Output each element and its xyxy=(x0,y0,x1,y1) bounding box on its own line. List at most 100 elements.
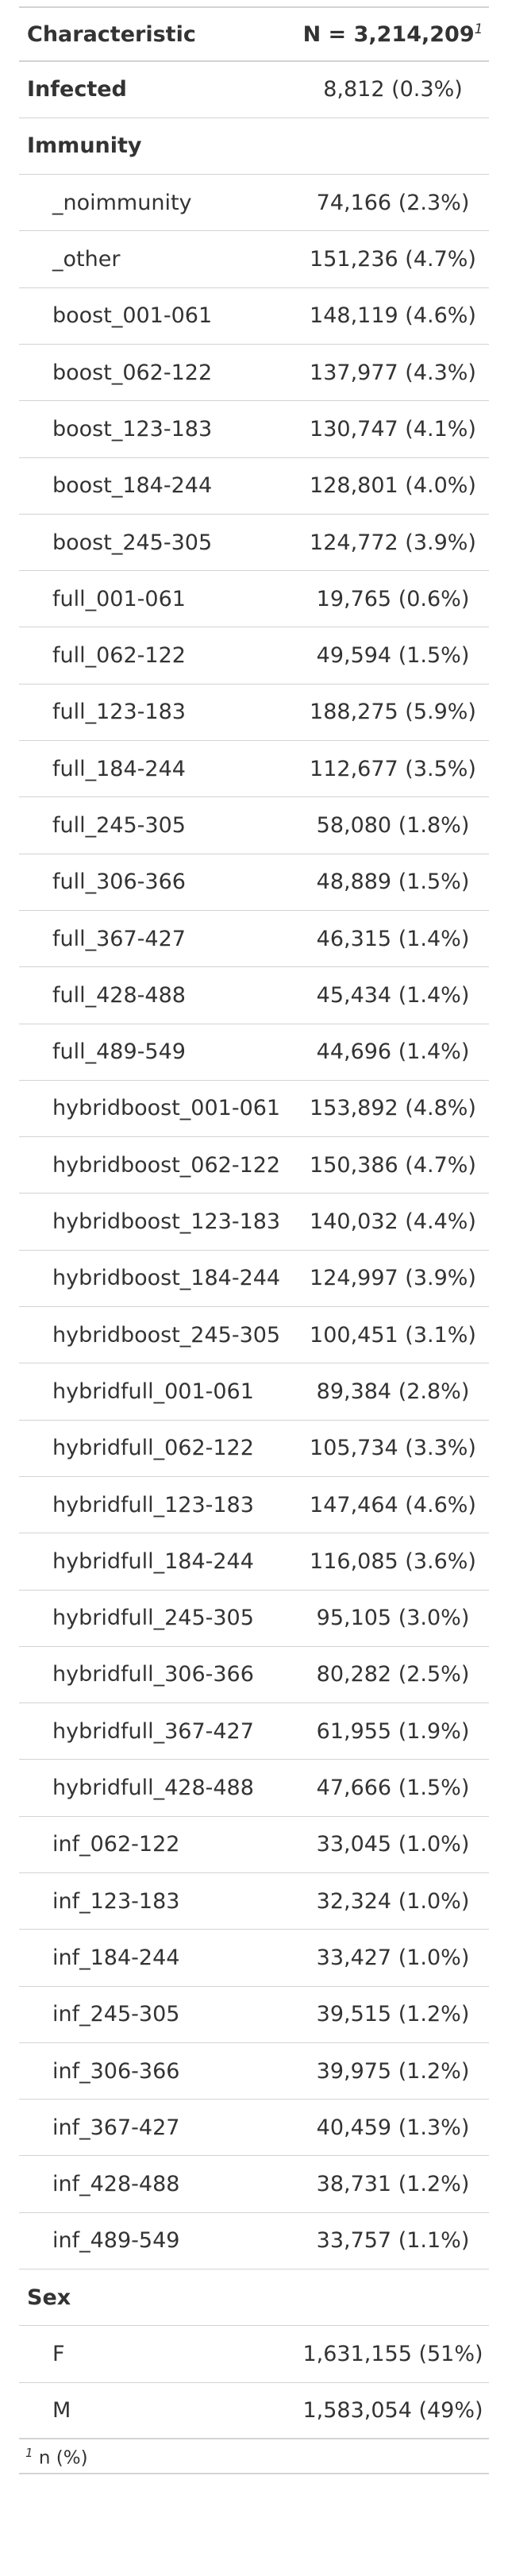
row-label: hybridboost_123-183 xyxy=(52,1209,281,1235)
table-row: boost_184-244 128,801 (4.0%) xyxy=(19,457,489,515)
row-label: hybridfull_062-122 xyxy=(52,1436,254,1461)
table-row: boost_062-122 137,977 (4.3%) xyxy=(19,344,489,401)
table-row: full_062-122 49,594 (1.5%) xyxy=(19,627,489,684)
row-label: hybridfull_001-061 xyxy=(52,1379,254,1404)
n-total-label: N = 3,214,209 xyxy=(302,22,475,47)
table-body: Infected 8,812 (0.3%) Immunity _noimmunity 7… xyxy=(19,61,489,2439)
row-value: 130,747 (4.1%) xyxy=(310,416,476,442)
table-row: boost_123-183 130,747 (4.1%) xyxy=(19,401,489,458)
row-label: Immunity xyxy=(27,133,142,159)
row-value: 153,892 (4.8%) xyxy=(310,1096,476,1121)
row-value: 33,757 (1.1%) xyxy=(316,2228,470,2254)
row-value: 49,594 (1.5%) xyxy=(316,643,470,669)
row-value: 61,955 (1.9%) xyxy=(316,1718,470,1744)
table-footnote: 1 n (%) xyxy=(19,2439,489,2475)
row-label: _noimmunity xyxy=(52,190,192,215)
table-row: inf_306-366 39,975 (1.2%) xyxy=(19,2042,489,2100)
table-row: boost_245-305 124,772 (3.9%) xyxy=(19,514,489,571)
row-value: 140,032 (4.4%) xyxy=(310,1209,476,1235)
table-row: F 1,631,155 (51%) xyxy=(19,2326,489,2383)
table-row: full_489-549 44,696 (1.4%) xyxy=(19,1024,489,1081)
table-row: hybridfull_062-122 105,734 (3.3%) xyxy=(19,1420,489,1477)
row-value: 44,696 (1.4%) xyxy=(316,1039,470,1065)
column-header-n: N = 3,214,2091 xyxy=(297,7,489,61)
row-value: 33,427 (1.0%) xyxy=(316,1945,470,1970)
row-value: 74,166 (2.3%) xyxy=(316,190,470,215)
row-value: 32,324 (1.0%) xyxy=(316,1888,470,1914)
row-label: full_489-549 xyxy=(52,1039,186,1065)
row-value: 45,434 (1.4%) xyxy=(316,982,470,1008)
row-value: 112,677 (3.5%) xyxy=(310,756,476,781)
row-label: inf_184-244 xyxy=(52,1945,180,1970)
table-row: full_306-366 48,889 (1.5%) xyxy=(19,854,489,911)
table-row: inf_245-305 39,515 (1.2%) xyxy=(19,1986,489,2043)
row-value: 58,080 (1.8%) xyxy=(316,813,470,838)
row-label: full_306-366 xyxy=(52,870,186,895)
row-value: 128,801 (4.0%) xyxy=(310,473,476,499)
table-row: hybridboost_184-244 124,997 (3.9%) xyxy=(19,1250,489,1307)
footnote-mark: 1 xyxy=(25,2446,33,2461)
table-row: hybridfull_184-244 116,085 (3.6%) xyxy=(19,1533,489,1591)
row-label: full_367-427 xyxy=(52,926,186,951)
row-value: 188,275 (5.9%) xyxy=(310,700,476,725)
row-label: Sex xyxy=(27,2285,71,2310)
row-label: hybridboost_001-061 xyxy=(52,1096,281,1121)
row-value: 150,386 (4.7%) xyxy=(310,1152,476,1178)
row-label: inf_489-549 xyxy=(52,2228,180,2254)
row-label: hybridboost_245-305 xyxy=(52,1322,281,1348)
table-row: inf_184-244 33,427 (1.0%) xyxy=(19,1930,489,1987)
table-row: hybridboost_062-122 150,386 (4.7%) xyxy=(19,1137,489,1194)
table-row: hybridfull_123-183 147,464 (4.6%) xyxy=(19,1476,489,1533)
row-value: 8,812 (0.3%) xyxy=(323,77,463,102)
row-label: inf_428-488 xyxy=(52,2172,180,2197)
header-row: Characteristic N = 3,214,2091 xyxy=(19,7,489,61)
table-row: hybridfull_367-427 61,955 (1.9%) xyxy=(19,1703,489,1760)
row-value: 46,315 (1.4%) xyxy=(316,926,470,951)
row-label: boost_062-122 xyxy=(52,360,213,385)
table-row: hybridboost_001-061 153,892 (4.8%) xyxy=(19,1080,489,1137)
row-value: 105,734 (3.3%) xyxy=(310,1436,476,1461)
row-label: inf_245-305 xyxy=(52,2002,180,2027)
row-value: 47,666 (1.5%) xyxy=(316,1776,470,1801)
row-value: 95,105 (3.0%) xyxy=(316,1606,470,1631)
table-row: hybridfull_306-366 80,282 (2.5%) xyxy=(19,1646,489,1703)
row-label: hybridboost_062-122 xyxy=(52,1152,281,1178)
row-label: hybridfull_123-183 xyxy=(52,1492,254,1517)
table-header: Characteristic N = 3,214,2091 xyxy=(19,7,489,61)
row-label: inf_062-122 xyxy=(52,1832,180,1857)
table-row: full_367-427 46,315 (1.4%) xyxy=(19,910,489,967)
row-value: 116,085 (3.6%) xyxy=(310,1548,476,1574)
row-label: full_001-061 xyxy=(52,586,186,611)
row-value: 38,731 (1.2%) xyxy=(316,2172,470,2197)
table-row: hybridfull_001-061 89,384 (2.8%) xyxy=(19,1363,489,1421)
row-value: 19,765 (0.6%) xyxy=(316,586,470,611)
column-header-characteristic: Characteristic xyxy=(27,21,196,47)
row-value: 148,119 (4.6%) xyxy=(310,303,476,329)
row-label: hybridfull_367-427 xyxy=(52,1718,254,1744)
table-row: hybridboost_123-183 140,032 (4.4%) xyxy=(19,1194,489,1251)
row-label: full_062-122 xyxy=(52,643,186,669)
row-label: inf_123-183 xyxy=(52,1888,180,1914)
table-row: hybridfull_428-488 47,666 (1.5%) xyxy=(19,1760,489,1817)
row-value: 39,515 (1.2%) xyxy=(316,2002,470,2027)
table-row: Infected 8,812 (0.3%) xyxy=(19,61,489,118)
table-row: inf_367-427 40,459 (1.3%) xyxy=(19,2100,489,2156)
row-label: inf_306-366 xyxy=(52,2058,180,2084)
row-label: hybridboost_184-244 xyxy=(52,1266,281,1291)
row-value: 33,045 (1.0%) xyxy=(316,1832,470,1857)
row-value: 39,975 (1.2%) xyxy=(316,2058,470,2084)
summary-table-container: Characteristic N = 3,214,2091 Infected 8,… xyxy=(19,6,489,2475)
row-value: 40,459 (1.3%) xyxy=(316,2115,470,2140)
row-label: boost_184-244 xyxy=(52,473,213,499)
footnote-marker: 1 xyxy=(474,21,483,37)
group-header-row: Immunity xyxy=(19,118,489,175)
table-row: inf_123-183 32,324 (1.0%) xyxy=(19,1873,489,1930)
table-row: hybridboost_245-305 100,451 (3.1%) xyxy=(19,1307,489,1363)
table-row: full_428-488 45,434 (1.4%) xyxy=(19,967,489,1024)
table-row: inf_428-488 38,731 (1.2%) xyxy=(19,2156,489,2213)
footnote-text: n (%) xyxy=(38,2448,88,2470)
row-label: hybridfull_184-244 xyxy=(52,1548,254,1574)
row-value xyxy=(297,118,489,174)
row-label: hybridfull_306-366 xyxy=(52,1662,254,1687)
row-label: F xyxy=(52,2342,65,2367)
